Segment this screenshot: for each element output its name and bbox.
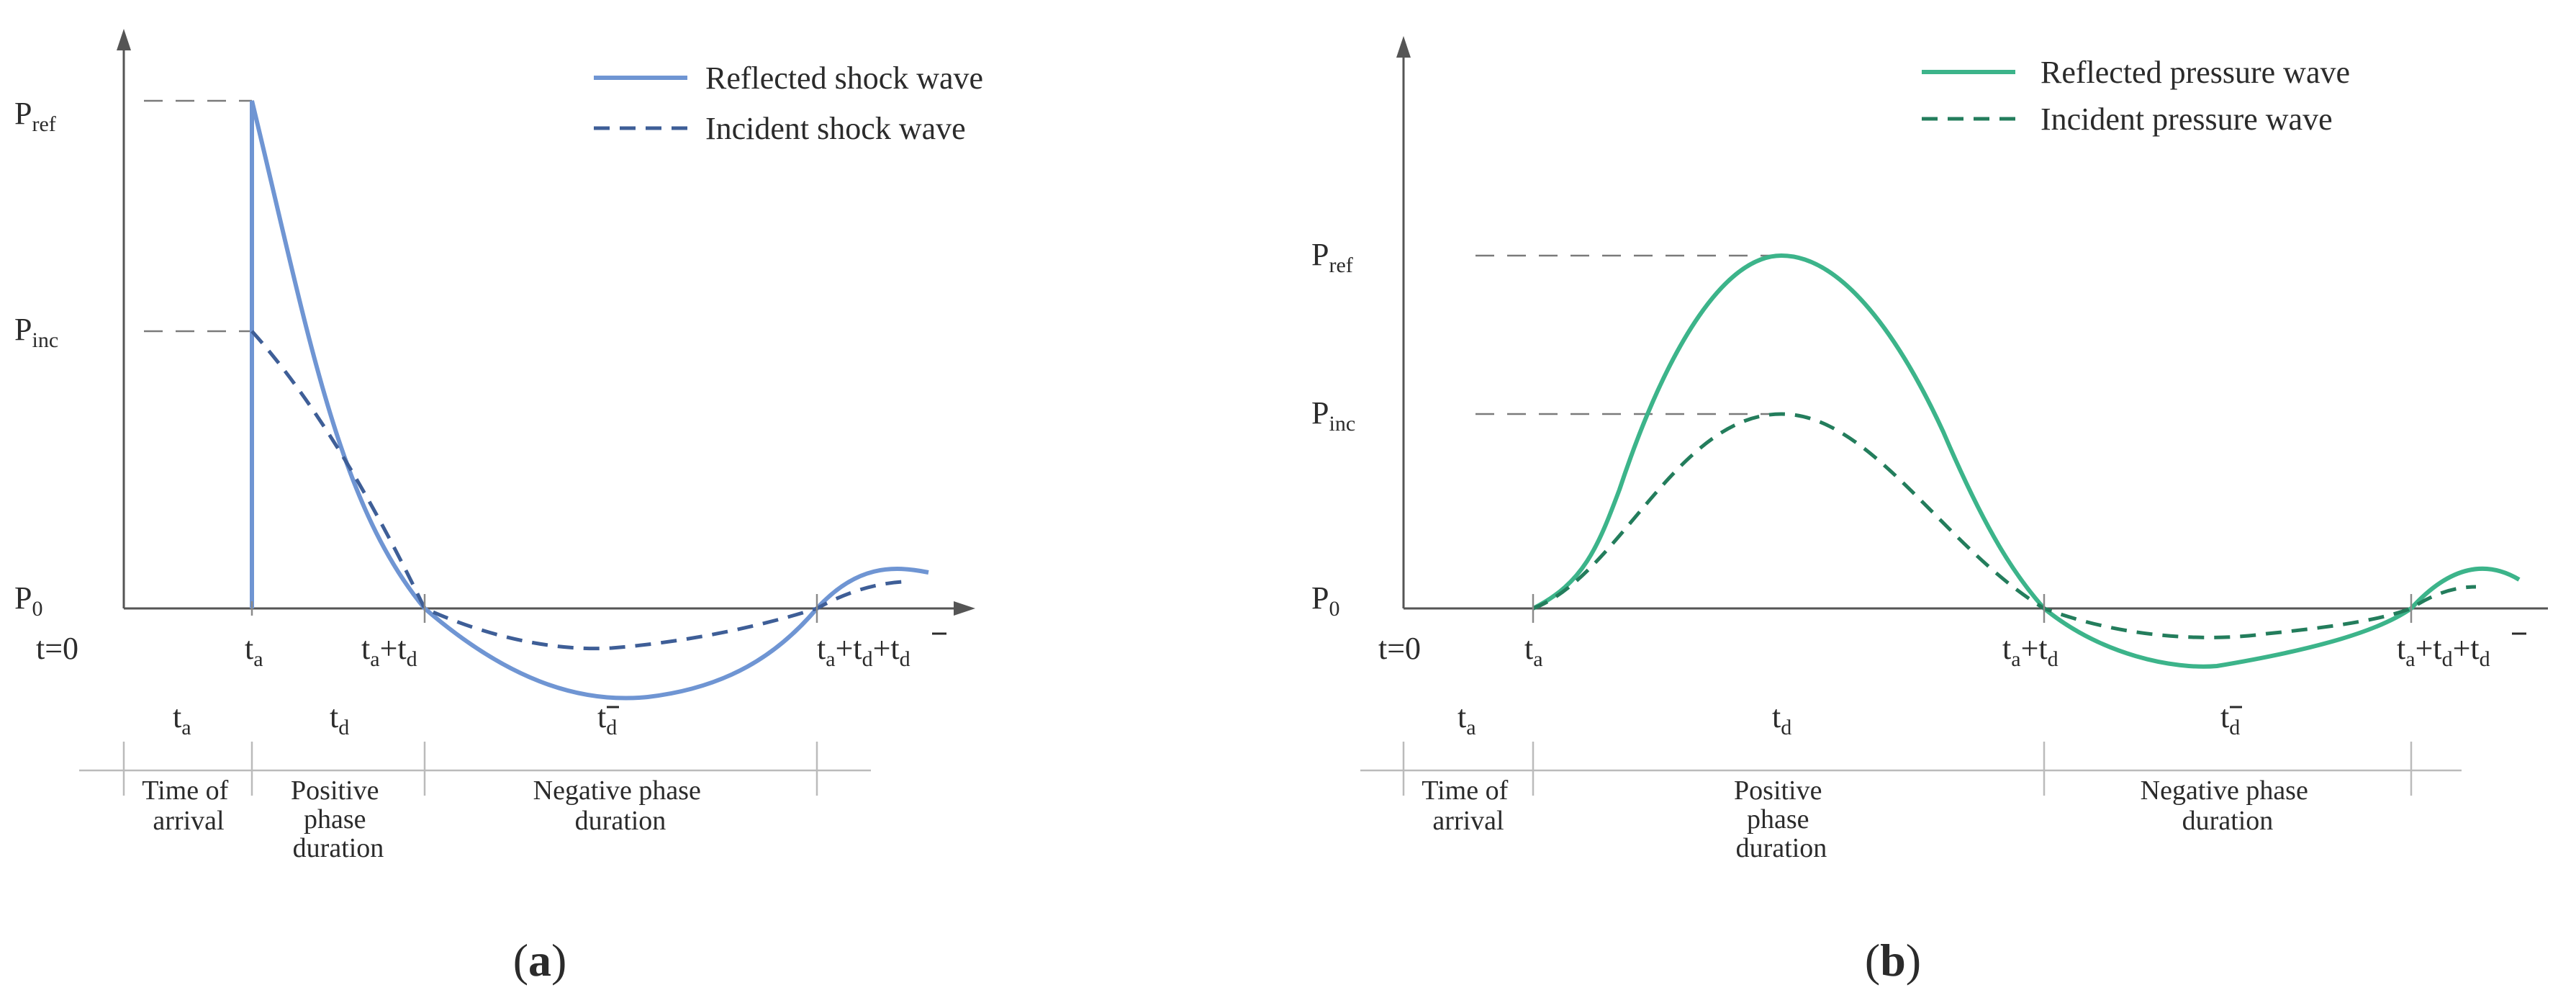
panel-b-dur-tneg: td — [2220, 699, 2240, 739]
panel-b-tatd-label: ta+td — [2002, 631, 2058, 671]
panel-a: Pref Pinc P0 t=0 ta ta+td ta+td+td ta td… — [14, 29, 983, 986]
panel-b-dur-ta: ta — [1458, 699, 1476, 739]
panel-a-pref-label: Pref — [14, 96, 56, 136]
panel-b-legend-solid: Reflected pressure wave — [2041, 55, 2350, 90]
panel-a-legend-dashed: Incident shock wave — [705, 111, 966, 146]
panel-a-p0-label: P0 — [14, 580, 42, 621]
panel-b: Pref Pinc P0 t=0 ta ta+td ta+td+td ta td… — [1311, 36, 2548, 986]
panel-b-incident-curve — [1532, 412, 2477, 639]
panel-a-reflected-curve — [250, 100, 929, 701]
panel-b-t0-label: t=0 — [1378, 631, 1421, 666]
panel-b-legend-dashed: Incident pressure wave — [2041, 102, 2333, 137]
panel-b-reflected-curve — [1532, 253, 2521, 669]
panel-b-negative-label: Negative phase duration — [2141, 775, 2315, 836]
panel-a-dur-tneg: td — [597, 699, 617, 739]
panel-a-y-arrow — [117, 29, 131, 50]
panel-a-caption: (a) — [513, 935, 567, 986]
panel-b-positive-label: Positive phase duration — [1734, 775, 1829, 863]
panel-a-incident-curve — [250, 330, 904, 651]
panel-b-ta-label: ta — [1524, 631, 1543, 671]
panel-b-dur-td: td — [1772, 699, 1791, 739]
panel-a-x-arrow — [954, 601, 975, 616]
panel-a-full-label: ta+td+td — [817, 631, 910, 671]
panel-b-caption: (b) — [1865, 935, 1921, 986]
panel-a-t0-label: t=0 — [36, 631, 78, 666]
panel-a-positive-label: Positive phase duration — [291, 775, 386, 863]
panel-a-negative-label: Negative phase duration — [533, 775, 708, 836]
panel-a-ta-label: ta — [245, 631, 263, 671]
panel-a-dur-td: td — [330, 699, 349, 739]
panel-a-legend-solid: Reflected shock wave — [705, 60, 983, 96]
panel-a-dur-ta: ta — [173, 699, 191, 739]
panel-b-arrival-label: Time of arrival — [1422, 775, 1515, 836]
panel-b-pinc-label: Pinc — [1311, 395, 1355, 436]
panel-a-tatd-label: ta+td — [361, 631, 417, 671]
panel-b-pref-label: Pref — [1311, 237, 1353, 277]
panel-a-arrival-label: Time of arrival — [142, 775, 235, 836]
panel-b-full-label: ta+td+td — [2397, 631, 2490, 671]
panel-b-y-arrow — [1396, 36, 1411, 58]
panel-b-p0-label: P0 — [1311, 580, 1339, 621]
panel-a-pinc-label: Pinc — [14, 312, 58, 352]
